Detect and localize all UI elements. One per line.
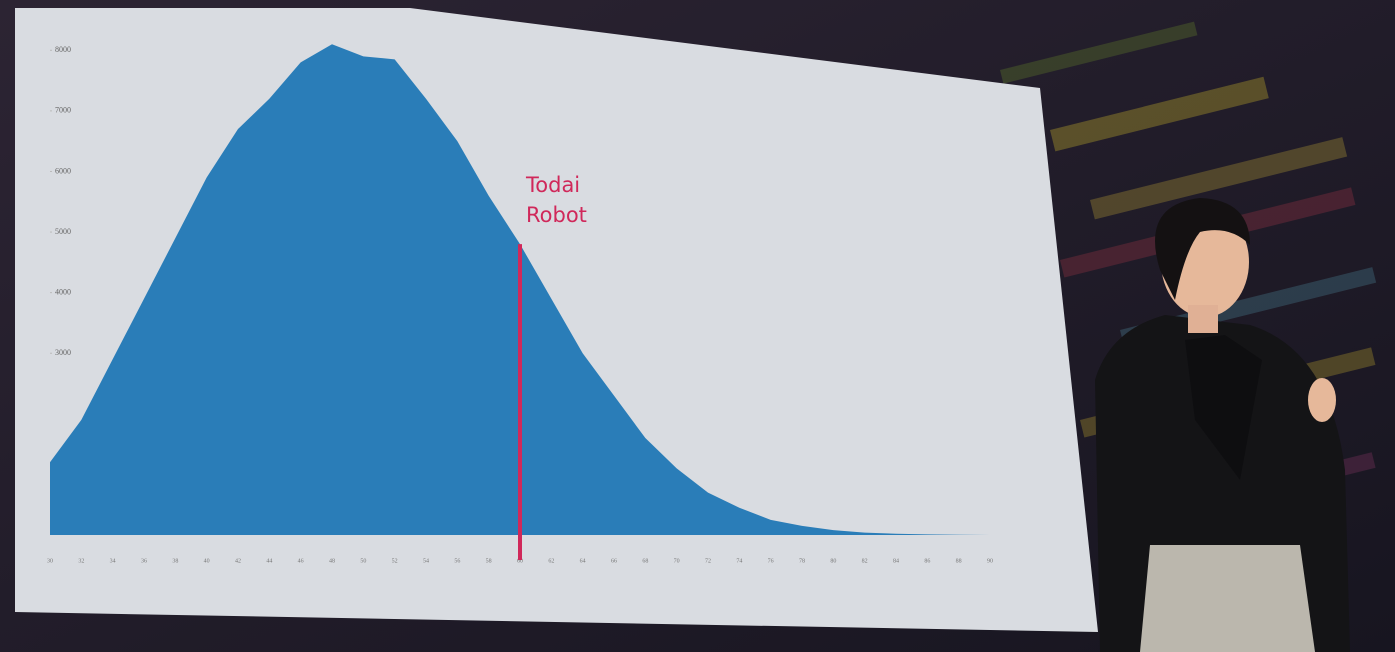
x-tick-label: 68: [642, 558, 648, 564]
x-tick-label: 84: [893, 558, 899, 564]
annotation-label: Robot: [526, 203, 587, 227]
x-tick-label: 40: [204, 558, 210, 564]
x-tick-label: 50: [360, 558, 366, 564]
speaker: [1095, 198, 1350, 652]
x-tick-label: 76: [768, 558, 774, 564]
x-tick-label: 72: [705, 558, 711, 564]
x-tick-label: 54: [423, 558, 429, 564]
x-tick-label: 74: [736, 558, 742, 564]
y-tick-label: 8000: [55, 45, 71, 54]
y-tick-label: 5000: [55, 227, 71, 236]
x-tick-label: 30: [47, 558, 53, 564]
x-tick-label: 44: [266, 558, 272, 564]
x-tick-label: 48: [329, 558, 335, 564]
x-tick-label: 70: [674, 558, 680, 564]
y-tick-label: 7000: [55, 106, 71, 115]
x-tick-label: 86: [924, 558, 930, 564]
chart: 3000 4000 5000 6000 7000 8000 30 32 34 36 38 40 42 44…: [47, 44, 993, 564]
x-tick-label: 58: [486, 558, 492, 564]
x-tick-label: 60: [517, 558, 523, 564]
x-tick-label: 88: [956, 558, 962, 564]
x-tick-label: 62: [548, 558, 554, 564]
y-tick-label: 4000: [55, 287, 71, 296]
x-tick-label: 52: [392, 558, 398, 564]
x-tick-label: 42: [235, 558, 241, 564]
y-tick-label: 3000: [55, 348, 71, 357]
x-tick-label: 36: [141, 558, 147, 564]
y-tick-label: 6000: [55, 166, 71, 175]
x-tick-label: 32: [78, 558, 84, 564]
x-tick-label: 78: [799, 558, 805, 564]
annotation-label: Todai: [525, 173, 580, 197]
x-tick-label: 34: [110, 558, 116, 564]
x-tick-label: 38: [172, 558, 178, 564]
x-tick-label: 64: [580, 558, 586, 564]
x-tick-label: 46: [298, 558, 304, 564]
x-tick-label: 80: [830, 558, 836, 564]
x-tick-label: 82: [862, 558, 868, 564]
x-tick-label: 56: [454, 558, 460, 564]
x-tick-label: 90: [987, 558, 993, 564]
x-tick-label: 66: [611, 558, 617, 564]
